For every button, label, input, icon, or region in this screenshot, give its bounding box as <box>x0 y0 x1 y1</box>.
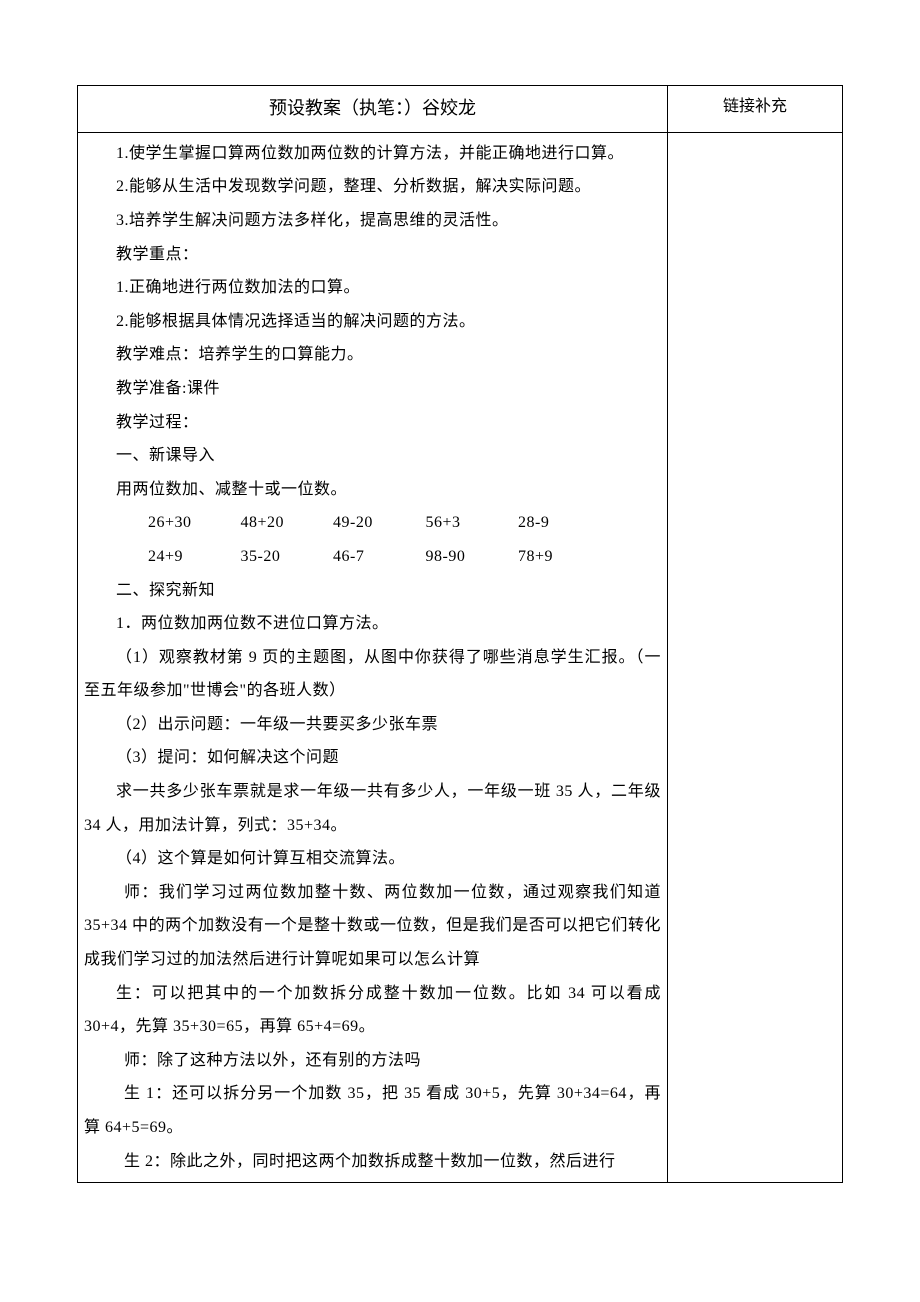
para-process: 教学过程： <box>84 406 661 440</box>
para-teacher1: 师：我们学习过两位数加整十数、两位数加一位数，通过观察我们知道 35+34 中的… <box>84 876 661 977</box>
ex-r1-d: 56+3 <box>394 506 482 540</box>
para-section2: 二、探究新知 <box>84 574 661 608</box>
header-main-cell: 预设教案（执笔：）谷姣龙 <box>78 86 668 133</box>
ex-r2-c: 46-7 <box>301 540 389 574</box>
body-side-cell <box>668 132 843 1182</box>
header-row: 预设教案（执笔：）谷姣龙 链接补充 <box>78 86 843 133</box>
body-row: 1.使学生掌握口算两位数加两位数的计算方法，并能正确地进行口算。 2.能够从生活… <box>78 132 843 1182</box>
ex-r1-a: 26+30 <box>116 506 204 540</box>
para-prep: 教学准备:课件 <box>84 372 661 406</box>
ex-r1-e: 28-9 <box>486 506 574 540</box>
para-step1: （1）观察教材第 9 页的主题图，从图中你获得了哪些消息学生汇报。（一至五年级参… <box>84 641 661 708</box>
header-side-text: 链接补充 <box>723 98 787 115</box>
para-keypoint-label: 教学重点： <box>84 238 661 272</box>
header-side-cell: 链接补充 <box>668 86 843 133</box>
ex-r1-b: 48+20 <box>209 506 297 540</box>
header-main-text: 预设教案（执笔：）谷姣龙 <box>269 98 476 118</box>
para-student2: 生 2：除此之外，同时把这两个加数拆成整十数加一位数，然后进行 <box>84 1145 661 1179</box>
exercise-row2: 24+9 35-20 46-7 98-90 78+9 <box>84 540 661 574</box>
ex-r1-c: 49-20 <box>301 506 389 540</box>
para-step2: （2）出示问题：一年级一共要买多少张车票 <box>84 708 661 742</box>
ex-r2-e: 78+9 <box>486 540 574 574</box>
para-keypoint2: 2.能够根据具体情况选择适当的解决问题的方法。 <box>84 305 661 339</box>
para-keypoint1: 1.正确地进行两位数加法的口算。 <box>84 271 661 305</box>
exercise-row1: 26+30 48+20 49-20 56+3 28-9 <box>84 506 661 540</box>
para-explain: 求一共多少张车票就是求一年级一共有多少人，一年级一班 35 人，二年级 34 人… <box>84 775 661 842</box>
para-goal3: 3.培养学生解决问题方法多样化，提高思维的灵活性。 <box>84 204 661 238</box>
para-student: 生：可以把其中的一个加数拆分成整十数加一位数。比如 34 可以看成 30+4，先… <box>84 977 661 1044</box>
para-step3: （3）提问：如何解决这个问题 <box>84 741 661 775</box>
para-goal1: 1.使学生掌握口算两位数加两位数的计算方法，并能正确地进行口算。 <box>84 137 661 171</box>
lesson-plan-table: 预设教案（执笔：）谷姣龙 链接补充 1.使学生掌握口算两位数加两位数的计算方法，… <box>77 85 843 1183</box>
para-method1: 1．两位数加两位数不进位口算方法。 <box>84 607 661 641</box>
ex-r2-a: 24+9 <box>116 540 204 574</box>
para-exercise-intro: 用两位数加、减整十或一位数。 <box>84 473 661 507</box>
para-section1: 一、新课导入 <box>84 439 661 473</box>
para-difficulty: 教学难点：培养学生的口算能力。 <box>84 338 661 372</box>
para-student1: 生 1：还可以拆分另一个加数 35，把 35 看成 30+5，先算 30+34=… <box>84 1077 661 1144</box>
body-main-cell: 1.使学生掌握口算两位数加两位数的计算方法，并能正确地进行口算。 2.能够从生活… <box>78 132 668 1182</box>
para-step4: （4）这个算是如何计算互相交流算法。 <box>84 842 661 876</box>
ex-r2-b: 35-20 <box>209 540 297 574</box>
para-teacher2: 师：除了这种方法以外，还有别的方法吗 <box>84 1044 661 1078</box>
ex-r2-d: 98-90 <box>394 540 482 574</box>
para-goal2: 2.能够从生活中发现数学问题，整理、分析数据，解决实际问题。 <box>84 170 661 204</box>
